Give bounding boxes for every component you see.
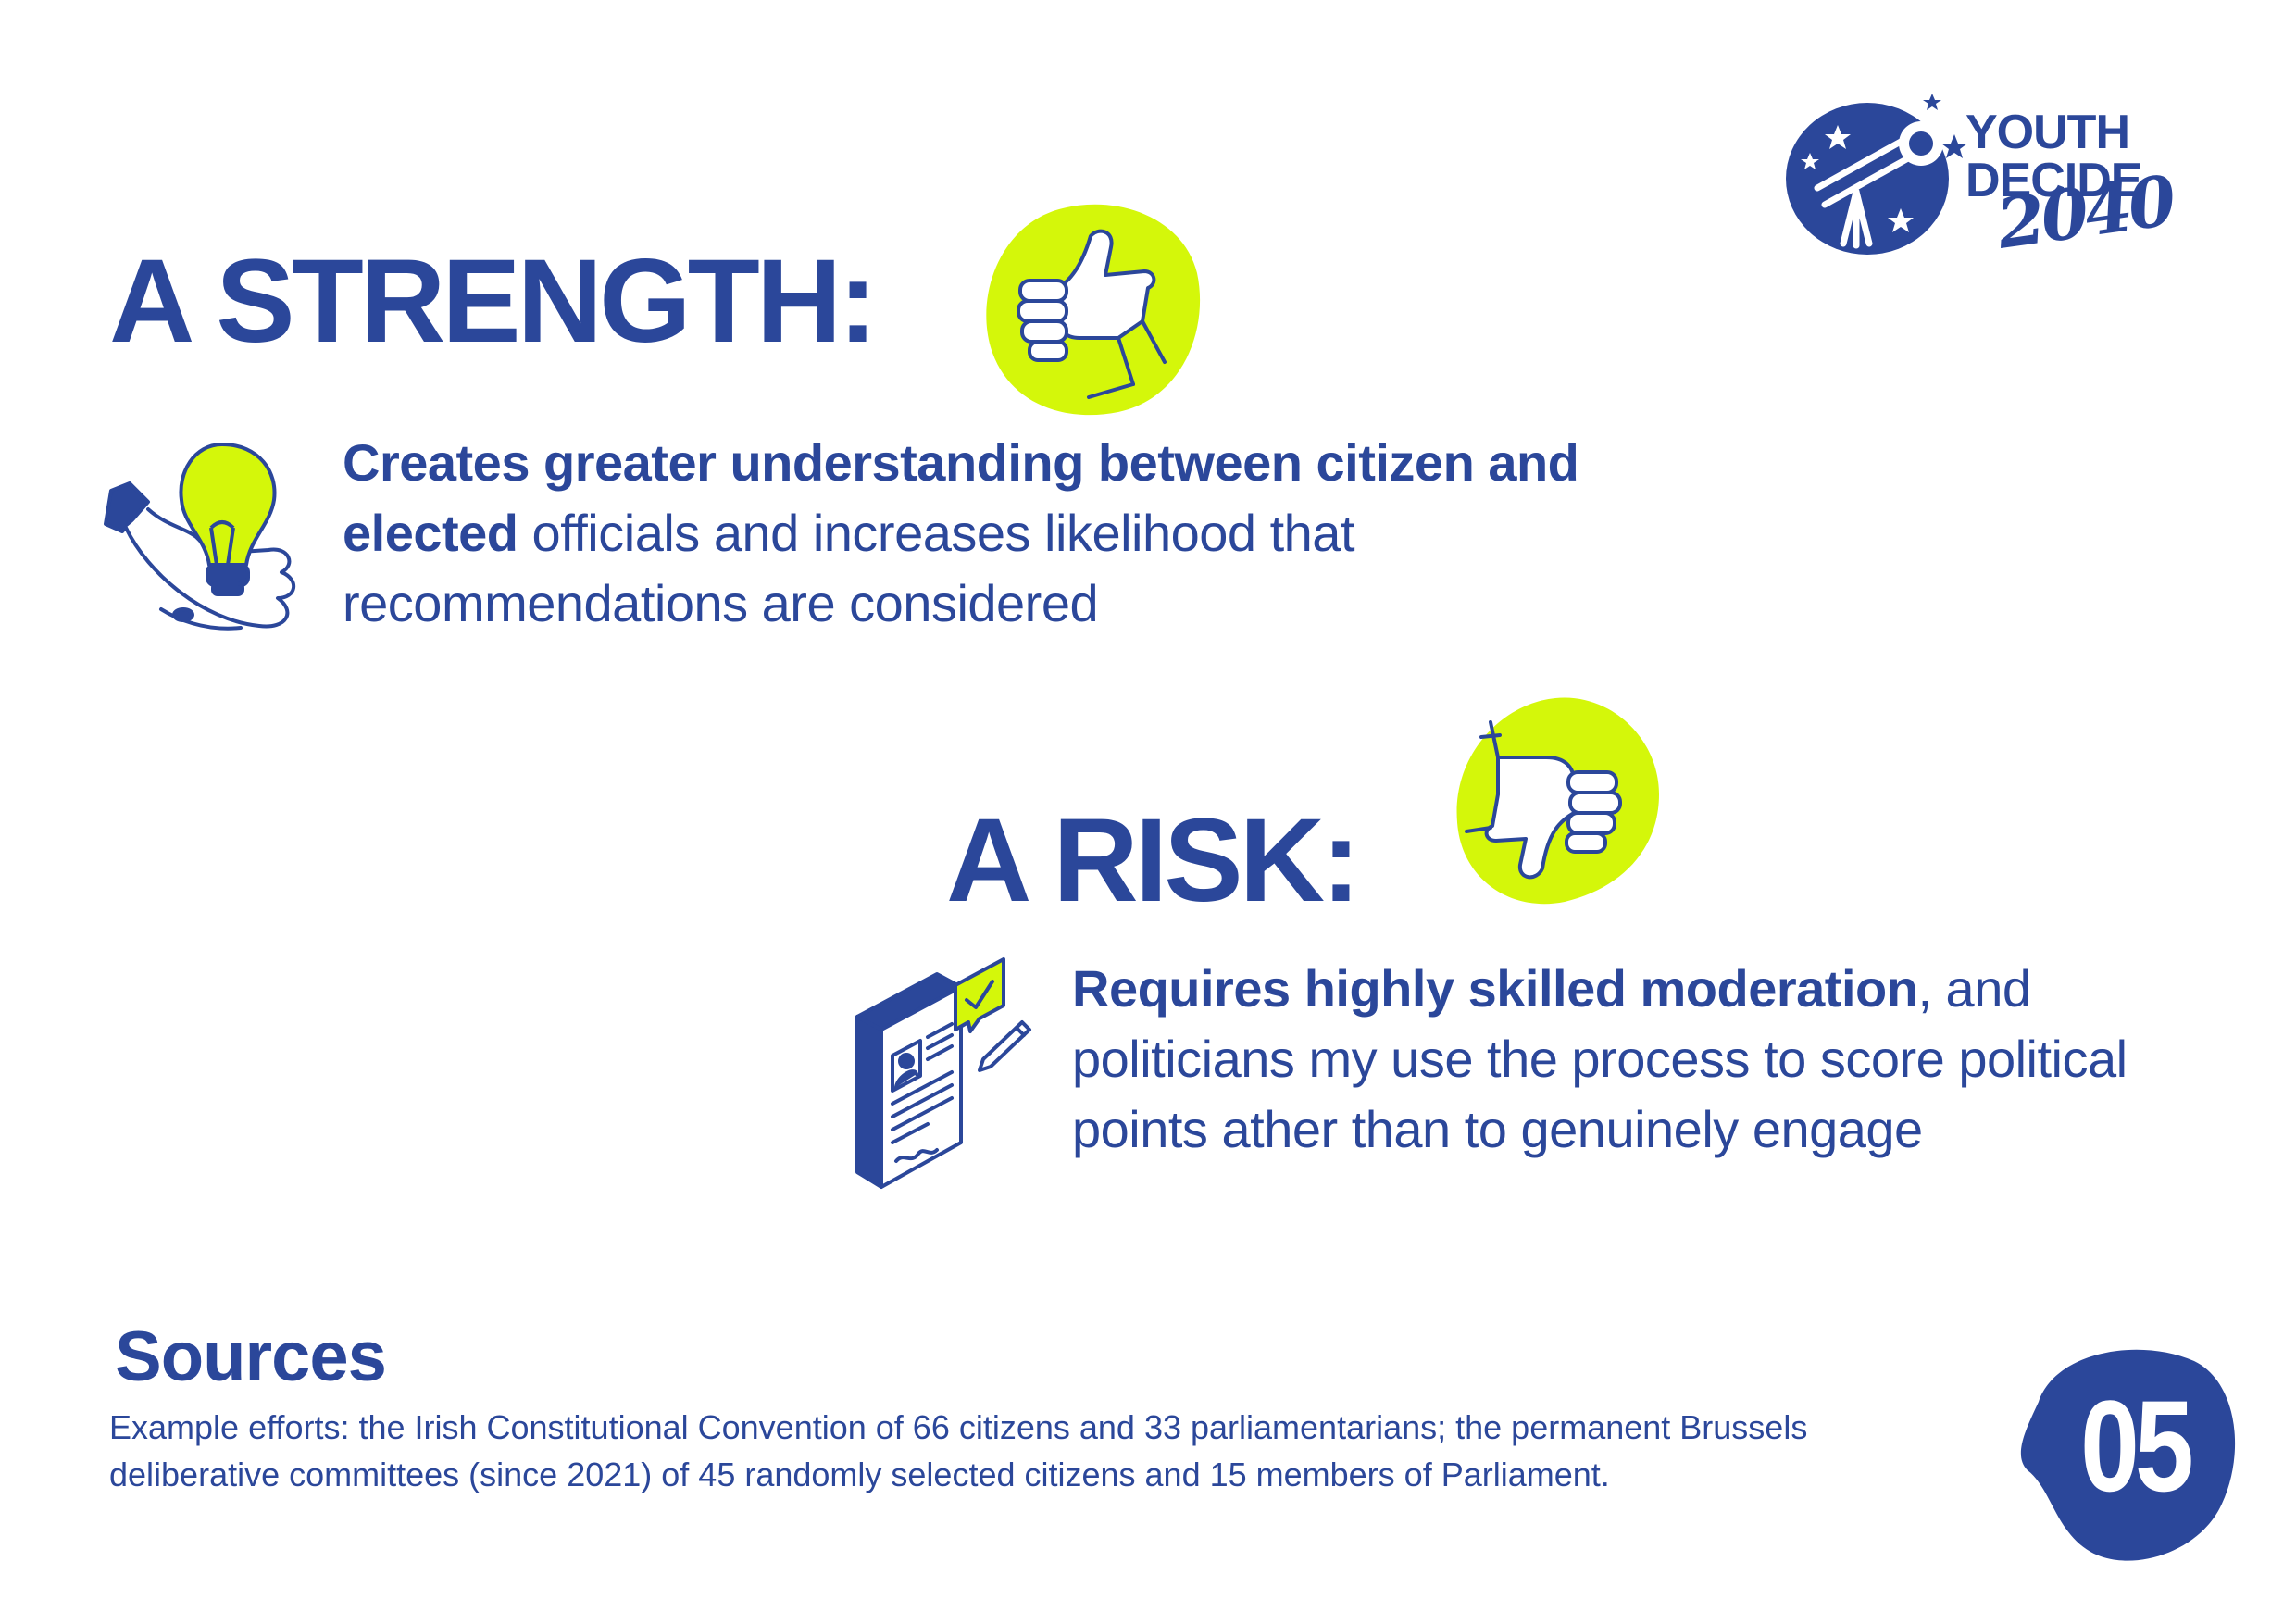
logo-word-youth: YOUTH <box>1965 106 2130 159</box>
risk-heading: A RISK: <box>946 794 1361 927</box>
risk-highlight: Requires highly skilled moderation <box>1072 959 1918 1018</box>
thumbs-up-icon <box>986 204 1201 416</box>
sources-text: Example efforts: the Irish Constitutiona… <box>109 1408 1808 1493</box>
page-number-blob <box>2020 1349 2236 1561</box>
brand-logo: YOUTH DECIDE 2040 <box>1782 88 2199 265</box>
sources-title: Sources <box>115 1318 387 1396</box>
logo-word-decide: DECIDE <box>1965 154 2142 207</box>
page-number-badge: 05 <box>2018 1341 2240 1567</box>
strength-highlight: Creates greater understanding between ci… <box>343 433 1579 562</box>
strength-description: Creates greater understanding between ci… <box>343 428 1620 639</box>
risk-body: , and politicians my use the process to … <box>1072 959 2128 1158</box>
strength-heading: A STRENGTH: <box>109 235 878 368</box>
risk-description: Requires highly skilled moderation, and … <box>1072 954 2220 1165</box>
document-check-icon <box>855 957 1031 1189</box>
page-number: 05 <box>2080 1373 2194 1518</box>
strength-body: officials and increases likelihood that … <box>343 504 1355 632</box>
thumbs-down-icon <box>1456 697 1659 905</box>
telescope-logo-icon <box>1786 94 1967 255</box>
lightbulb-hand-icon <box>104 443 295 631</box>
